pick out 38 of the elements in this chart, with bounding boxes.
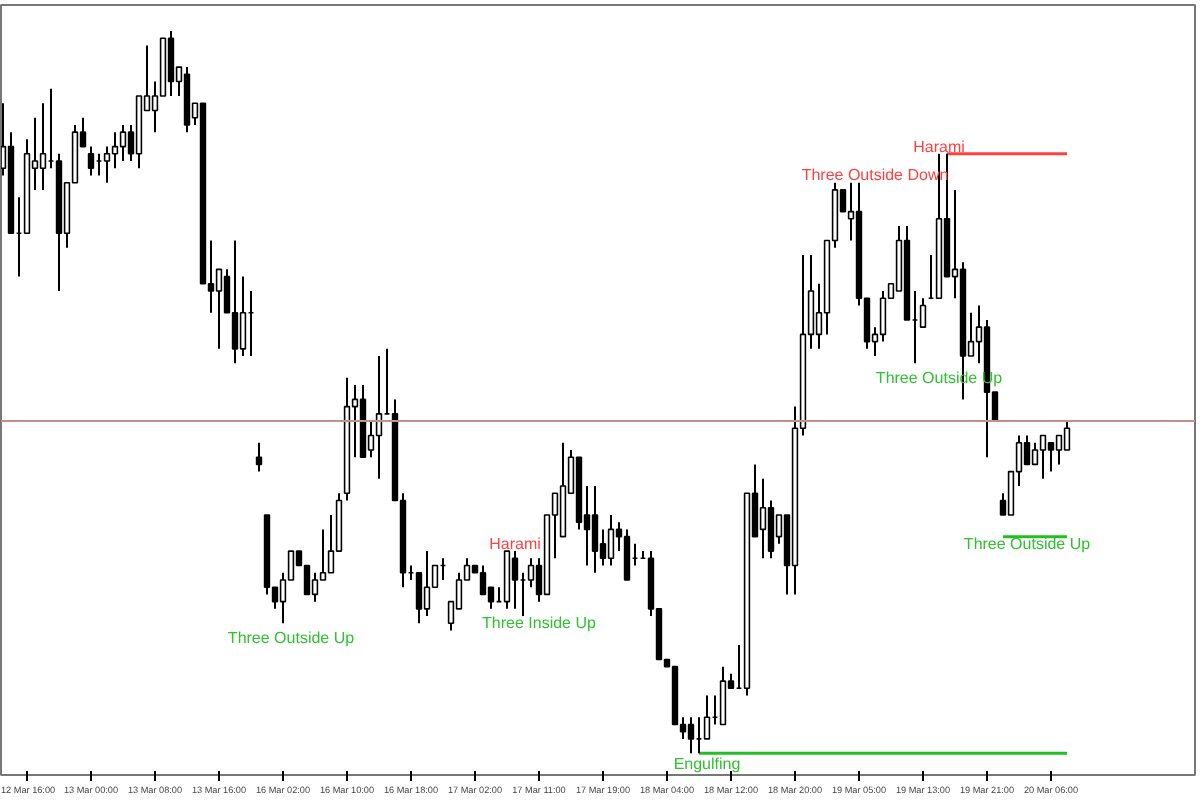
text: Engulfing bbox=[673, 755, 741, 774]
candlestick bbox=[119, 123, 127, 163]
candlestick bbox=[1031, 441, 1039, 466]
annotation: Three Inside Up bbox=[482, 614, 598, 633]
candlestick bbox=[215, 268, 223, 350]
candlestick bbox=[527, 557, 535, 589]
candlestick bbox=[39, 102, 47, 191]
candlestick bbox=[415, 571, 423, 625]
candlestick bbox=[879, 290, 887, 343]
candlestick bbox=[1047, 441, 1055, 473]
candlestick bbox=[231, 239, 239, 365]
candlestick bbox=[759, 477, 767, 560]
candlestick bbox=[511, 550, 519, 610]
candlestick bbox=[623, 528, 631, 581]
candlestick bbox=[239, 275, 247, 358]
candlestick bbox=[719, 665, 727, 726]
candlestick bbox=[1055, 434, 1063, 466]
annotation: Harami bbox=[913, 137, 966, 156]
annotation: Three Outside Up bbox=[963, 534, 1092, 553]
candlestick bbox=[687, 716, 695, 755]
annotation: Harami bbox=[489, 534, 542, 553]
annotation: Three Outside Up bbox=[227, 628, 356, 647]
candlestick bbox=[1039, 434, 1047, 480]
candlestick bbox=[111, 131, 119, 170]
candlestick bbox=[423, 550, 431, 618]
candlestick bbox=[1063, 420, 1071, 451]
candlestick bbox=[87, 145, 95, 177]
candlestick bbox=[167, 30, 175, 98]
candlestick bbox=[607, 513, 615, 567]
candlestick bbox=[767, 499, 775, 560]
candlestick bbox=[703, 694, 711, 740]
candlestick bbox=[919, 297, 927, 329]
candlestick bbox=[1023, 434, 1031, 466]
candlestick bbox=[591, 485, 599, 574]
candlestick bbox=[103, 145, 111, 184]
candlestick bbox=[311, 571, 319, 603]
candlestick bbox=[479, 564, 487, 596]
candlestick bbox=[255, 441, 263, 473]
